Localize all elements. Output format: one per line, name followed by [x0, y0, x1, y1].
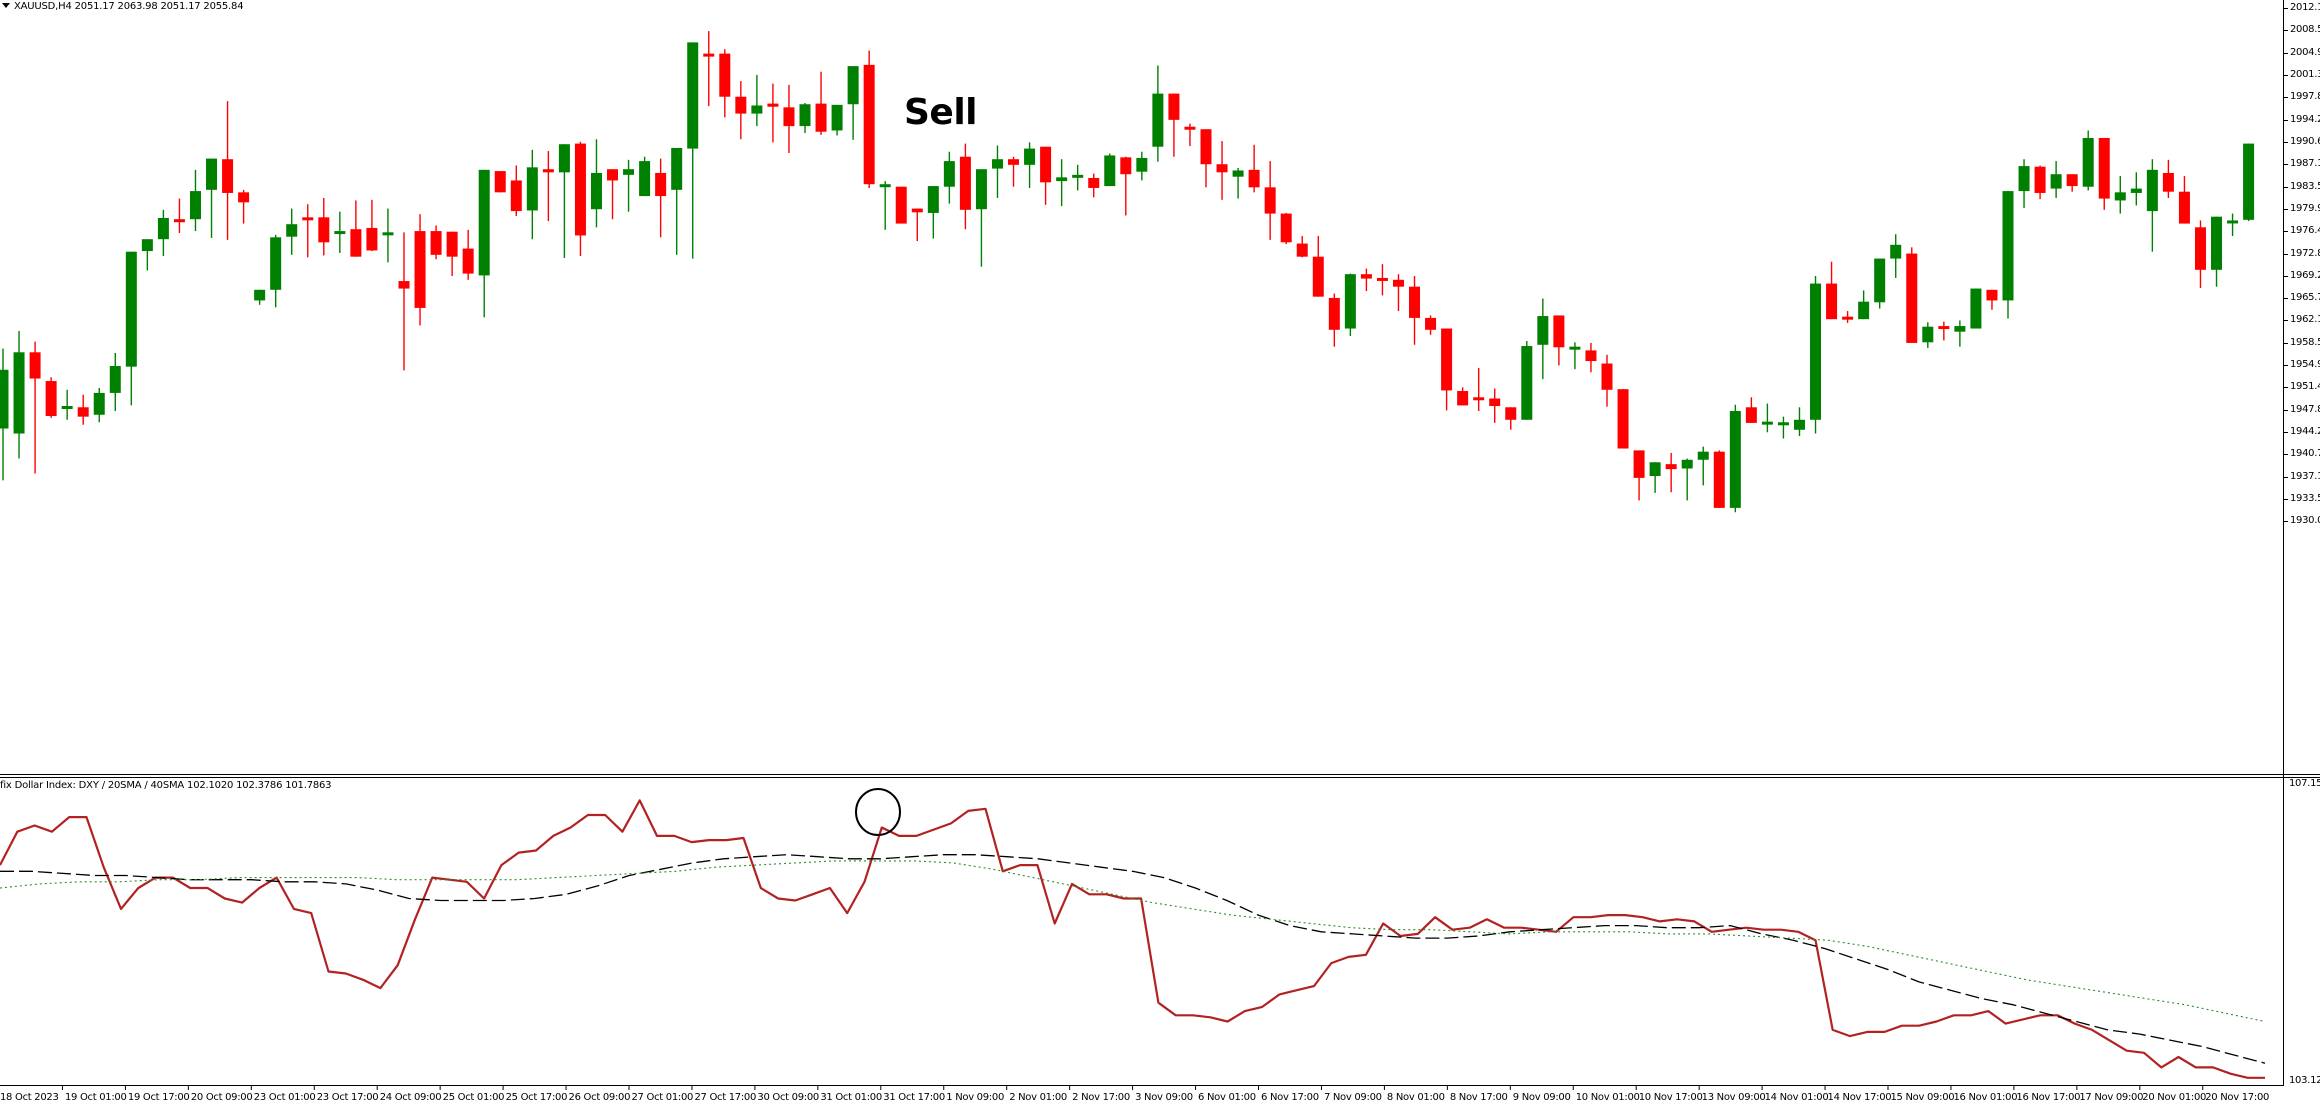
time-axis-label: 14 Nov 17:00 — [1827, 1092, 1892, 1103]
price-axis-label: 1937.10 — [2290, 470, 2320, 482]
time-axis-label: 8 Nov 17:00 — [1449, 1092, 1508, 1103]
price-axis-label: 2001.30 — [2290, 68, 2320, 80]
price-axis-label: 1951.40 — [2290, 380, 2320, 392]
chart-menu-triangle-icon[interactable] — [2, 3, 10, 8]
time-axis-label: 23 Oct 01:00 — [253, 1092, 316, 1103]
symbol-header: XAUUSD,H4 2051.17 2063.98 2051.17 2055.8… — [0, 1, 244, 12]
candlestick-series — [0, 31, 2255, 513]
time-axis-label: 31 Oct 01:00 — [820, 1092, 882, 1103]
sell-annotation: Sell — [904, 92, 978, 133]
time-axis-label: 15 Nov 09:00 — [1890, 1092, 1955, 1103]
time-axis-label: 10 Nov 01:00 — [1575, 1092, 1640, 1103]
price-axis-label: 1962.10 — [2290, 313, 2320, 325]
price-axis-label: 1972.80 — [2290, 247, 2320, 259]
price-axis-label: 1947.80 — [2290, 403, 2320, 415]
time-axis-label: 6 Nov 17:00 — [1261, 1092, 1319, 1103]
price-axis-label: 1979.90 — [2290, 202, 2320, 214]
price-axis-ticks — [2284, 8, 2288, 522]
time-axis-label: 6 Nov 01:00 — [1198, 1092, 1256, 1103]
time-axis-label: 8 Nov 01:00 — [1386, 1092, 1445, 1103]
time-axis-label: 2 Nov 17:00 — [1072, 1092, 1130, 1103]
dxy-indicator-lines — [0, 799, 2266, 1079]
price-axis-label: 1958.50 — [2290, 336, 2320, 348]
time-axis-label: 20 Nov 01:00 — [2142, 1092, 2207, 1103]
time-axis-label: 25 Oct 01:00 — [442, 1092, 505, 1103]
time-axis-label: 20 Oct 09:00 — [190, 1092, 253, 1103]
time-axis-label: 14 Nov 01:00 — [1764, 1092, 1829, 1103]
price-axis-label: 2004.90 — [2290, 46, 2320, 58]
dxy-highlight-circle — [855, 788, 901, 836]
time-axis-label: 3 Nov 09:00 — [1135, 1092, 1193, 1103]
time-axis-label: 31 Oct 17:00 — [883, 1092, 945, 1103]
time-axis-ticks — [61, 1086, 2204, 1090]
price-axis-label: 1969.20 — [2290, 269, 2320, 281]
time-axis-label: 13 Nov 09:00 — [1701, 1092, 1766, 1103]
price-axis-label: 1965.70 — [2290, 291, 2320, 303]
time-axis-label: 1 Nov 09:00 — [946, 1092, 1005, 1103]
price-axis-label: 1976.40 — [2290, 224, 2320, 236]
indicator-axis-bottom: 103.124 — [2289, 1075, 2320, 1086]
symbol-ohlc-text: XAUUSD,H4 2051.17 2063.98 2051.17 2055.8… — [14, 1, 244, 12]
time-axis-label: 23 Oct 17:00 — [316, 1092, 379, 1103]
time-axis-label: 20 Nov 17:00 — [2205, 1092, 2270, 1103]
indicator-header: fix Dollar Index: DXY / 20SMA / 40SMA 10… — [0, 780, 332, 791]
price-axis-label: 1994.20 — [2290, 113, 2320, 125]
time-axis-label: 10 Nov 17:00 — [1638, 1092, 1703, 1103]
time-axis-label: 9 Nov 09:00 — [1512, 1092, 1571, 1103]
price-axis-label: 1933.50 — [2290, 492, 2320, 504]
time-axis-label: 26 Oct 09:00 — [568, 1092, 631, 1103]
price-axis-label: 1944.20 — [2290, 425, 2320, 437]
price-axis-label: 1940.70 — [2290, 447, 2320, 459]
time-axis-label: 16 Nov 17:00 — [2016, 1092, 2081, 1103]
time-axis-label: 7 Nov 09:00 — [1323, 1092, 1382, 1103]
price-axis-label: 1997.80 — [2290, 90, 2320, 102]
time-axis-label: 17 Nov 09:00 — [2079, 1092, 2144, 1103]
time-axis-label: 27 Oct 17:00 — [694, 1092, 757, 1103]
time-axis-label: 19 Oct 17:00 — [127, 1092, 190, 1103]
time-axis-label: 27 Oct 01:00 — [631, 1092, 694, 1103]
time-axis-label: 25 Oct 17:00 — [505, 1092, 568, 1103]
time-axis-label: 24 Oct 09:00 — [379, 1092, 442, 1103]
price-axis-label: 2008.50 — [2290, 23, 2320, 35]
price-axis-label: 1930.00 — [2290, 514, 2320, 526]
time-axis-label: 16 Nov 01:00 — [1953, 1092, 2018, 1103]
time-axis-label: 30 Oct 09:00 — [757, 1092, 819, 1103]
price-axis-label: 2012.10 — [2290, 1, 2320, 13]
price-axis-label: 1990.60 — [2290, 135, 2320, 147]
indicator-axis-top: 107.150 — [2289, 778, 2320, 789]
price-axis-label: 1983.50 — [2290, 180, 2320, 192]
time-axis-label: 19 Oct 01:00 — [64, 1092, 127, 1103]
time-axis-label: 2 Nov 01:00 — [1009, 1092, 1067, 1103]
price-axis-label: 1987.10 — [2290, 157, 2320, 169]
time-axis-label: 18 Oct 2023 — [0, 1092, 59, 1103]
price-axis-label: 1954.90 — [2290, 358, 2320, 370]
